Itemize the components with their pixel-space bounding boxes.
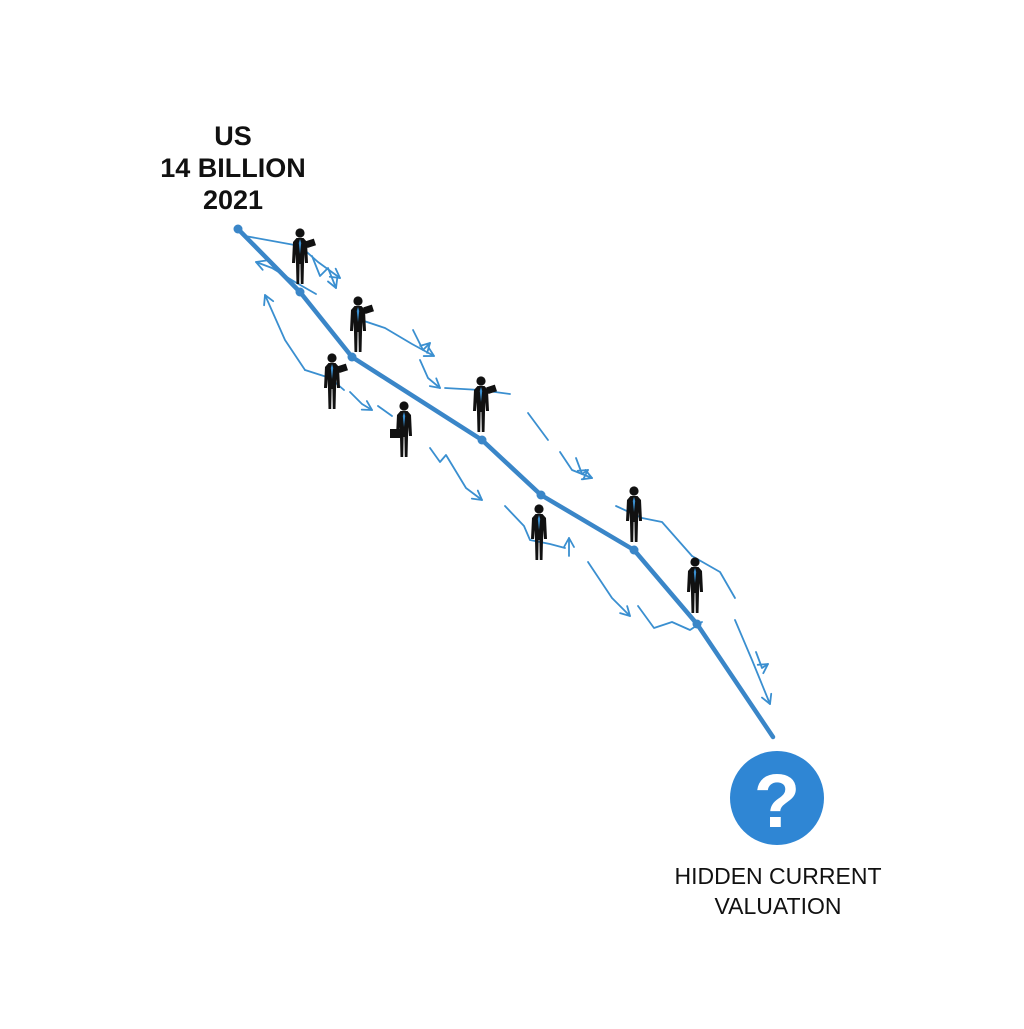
arrow-down-6 xyxy=(349,391,373,411)
end-label-line1: HIDDEN CURRENT xyxy=(674,863,882,889)
trend-line xyxy=(235,226,776,740)
businessperson-icon xyxy=(473,376,489,432)
arrow-segment-4 xyxy=(504,505,566,549)
briefcase-icon xyxy=(390,429,400,438)
arrow-segment-3 xyxy=(377,405,393,417)
businessperson-icon xyxy=(350,296,366,352)
businessperson-icon xyxy=(626,486,642,542)
businessperson-icon xyxy=(292,228,308,284)
arrow-down-10 xyxy=(587,561,631,617)
end-valuation-label: HIDDEN CURRENT VALUATION xyxy=(628,861,928,921)
trend-point xyxy=(692,619,702,629)
arrow-down-9 xyxy=(575,457,589,481)
arrow-up-left-2 xyxy=(263,294,306,371)
arrow-segment-7 xyxy=(691,555,736,599)
trend-point xyxy=(477,435,487,445)
clipboard-icon xyxy=(337,363,348,374)
start-label-amount: 14 BILLION xyxy=(160,153,306,183)
clipboard-icon xyxy=(363,304,374,315)
arrow-down-4 xyxy=(412,329,431,354)
arrow-down-7 xyxy=(429,447,483,501)
start-label-year: 2021 xyxy=(202,185,264,215)
arrow-down-8 xyxy=(559,451,593,481)
arrow-down-11 xyxy=(734,619,773,705)
arrow-down-5 xyxy=(419,359,441,389)
businessperson-icon xyxy=(531,504,547,560)
movement-arrows xyxy=(244,235,773,705)
figures xyxy=(292,228,703,613)
start-valuation-label: US 14 BILLION 2021 xyxy=(133,120,333,216)
businessperson-icon xyxy=(687,557,703,613)
question-mark-icon: ? xyxy=(730,751,824,845)
trend-point xyxy=(629,545,639,555)
question-mark-glyph: ? xyxy=(754,759,800,844)
start-label-currency: US xyxy=(214,121,252,151)
trend-point xyxy=(347,352,357,362)
businessperson-icon xyxy=(324,353,340,409)
arrow-down-2 xyxy=(311,255,339,289)
trend-point xyxy=(233,224,243,234)
clipboard-icon xyxy=(486,384,497,395)
trend-point xyxy=(536,490,546,500)
end-label-line2: VALUATION xyxy=(714,893,842,919)
dashed-arrow-1 xyxy=(527,412,549,441)
arrow-down-12 xyxy=(755,651,769,675)
clipboard-icon xyxy=(305,238,316,249)
trend-points xyxy=(233,224,702,629)
trend-point xyxy=(295,287,305,297)
